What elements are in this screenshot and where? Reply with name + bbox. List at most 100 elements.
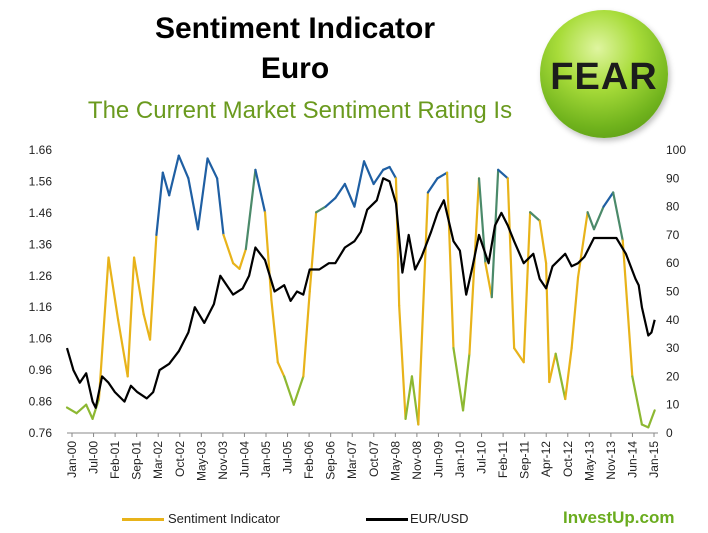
sentiment-line-segment (308, 211, 318, 293)
rating-badge: FEAR (540, 10, 668, 138)
sentiment-line-segment (117, 318, 129, 378)
x-tick-label: Oct-12 (561, 441, 575, 477)
chart-title-line2: Euro (260, 52, 330, 85)
sentiment-line-segment (161, 171, 171, 197)
sentiment-line-segment (372, 168, 385, 186)
right-tick-label: 70 (666, 228, 680, 242)
x-tick-label: May-08 (388, 441, 402, 481)
right-tick-label: 60 (666, 256, 680, 270)
x-tick-label: Oct-07 (367, 441, 381, 477)
sentiment-line-segment (270, 298, 279, 364)
x-axis: Jan-00 Jul-00 Feb-01 Sep-01 Mar-02 Oct-02 May-… (65, 432, 661, 481)
x-tick-label: Jan-15 (647, 441, 661, 478)
sentiment-line-segment (631, 375, 644, 426)
sentiment-line-segment (142, 313, 152, 341)
sentiment-line-segment (292, 375, 305, 406)
sentiment-line-segment (126, 256, 136, 378)
sentiment-line-segment (222, 233, 235, 265)
x-tick-label: May-13 (582, 441, 596, 481)
sentiment-line-segment (196, 157, 209, 231)
x-tick-label: Oct-02 (173, 441, 187, 477)
left-tick-label: 1.66 (29, 143, 53, 157)
sentiment-line-segment (244, 168, 257, 251)
sentiment-line-segment (490, 168, 500, 299)
sentiment-line-segment (263, 211, 273, 302)
x-tick-label: Jul-00 (87, 441, 101, 474)
sentiment-series (65, 154, 656, 429)
sentiment-line-segment (404, 375, 414, 420)
sentiment-line-segment (461, 352, 471, 412)
sentiment-line-segment (85, 403, 94, 420)
left-tick-label: 1.06 (29, 332, 53, 346)
left-tick-label: 1.56 (29, 174, 53, 188)
right-tick-label: 50 (666, 285, 680, 299)
sentiment-line-segment (132, 256, 145, 316)
sentiment-line-segment (612, 191, 624, 242)
x-tick-label: May-03 (194, 441, 208, 481)
sentiment-line-segment (417, 191, 430, 426)
x-tick-label: Feb-11 (496, 441, 510, 478)
legend-sentiment-label: Sentiment Indicator (168, 511, 281, 526)
sentiment-line-segment (107, 256, 120, 321)
sentiment-line-segment (484, 262, 493, 299)
x-tick-label: Nov-13 (604, 441, 618, 480)
sentiment-line-segment (353, 160, 366, 208)
sentiment-line-segment (640, 423, 650, 429)
sentiment-line-segment (468, 177, 481, 355)
sentiment-line-segment (97, 256, 110, 401)
x-tick-label: Jun-14 (625, 441, 639, 478)
sentiment-line-segment (529, 211, 541, 222)
sentiment-line-segment (452, 347, 465, 412)
right-tick-label: 0 (666, 426, 673, 440)
legend-eurusd-label: EUR/USD (410, 511, 469, 526)
x-tick-label: Jul-10 (475, 441, 489, 474)
x-tick-label: Nov-08 (410, 441, 424, 480)
right-tick-label: 20 (666, 369, 680, 383)
sentiment-line-segment (343, 182, 356, 208)
right-tick-label: 90 (666, 171, 680, 185)
left-tick-label: 1.46 (29, 206, 53, 220)
x-tick-label: Nov-03 (216, 441, 230, 480)
sentiment-line-segment (382, 165, 391, 171)
left-tick-label: 0.76 (29, 426, 53, 440)
sentiment-line-segment (647, 409, 656, 429)
sentiment-line-segment (497, 168, 509, 180)
sentiment-line-segment (426, 177, 439, 194)
sentiment-line-segment (324, 197, 337, 208)
rating-label: FEAR (550, 56, 658, 98)
sentiment-line-segment (238, 247, 247, 270)
sentiment-line-segment (436, 171, 449, 180)
sentiment-line-segment (75, 403, 88, 415)
sentiment-line-segment (231, 262, 241, 270)
x-tick-label: Jun-09 (431, 441, 445, 478)
legend-sentiment-swatch (122, 518, 164, 521)
right-tick-label: 80 (666, 200, 680, 214)
sentiment-line-segment (564, 347, 573, 401)
x-tick-label: Feb-01 (108, 441, 122, 479)
chart-title-line1: Sentiment Indicator (154, 12, 436, 45)
sentiment-line-segment (394, 177, 401, 307)
right-axis: 0 10 20 30 40 50 60 70 80 90 100 (666, 143, 686, 440)
x-tick-label: Feb-06 (302, 441, 316, 479)
sentiment-line-segment (315, 205, 327, 214)
sentiment-line-segment (445, 171, 455, 350)
left-tick-label: 0.86 (29, 395, 53, 409)
left-tick-label: 1.36 (29, 237, 53, 251)
sentiment-line-segment (621, 239, 634, 378)
sentiment-line-segment (187, 177, 200, 231)
x-tick-label: Mar-02 (151, 441, 165, 479)
sentiment-line-segment (362, 160, 375, 186)
x-tick-label: Sep-01 (130, 441, 144, 480)
left-tick-label: 1.16 (29, 300, 53, 314)
x-tick-label: Apr-12 (539, 441, 553, 477)
left-tick-label: 0.96 (29, 363, 53, 377)
sentiment-line-segment (302, 290, 311, 378)
sentiment-line-segment (283, 375, 295, 406)
sentiment-line-segment (522, 211, 532, 364)
right-tick-label: 100 (666, 143, 686, 157)
sentiment-line-segment (206, 157, 219, 180)
sentiment-line-segment (177, 154, 190, 180)
sentiment-line-segment (155, 171, 164, 236)
sentiment-line-segment (592, 205, 605, 231)
sentiment-line-segment (506, 177, 516, 350)
